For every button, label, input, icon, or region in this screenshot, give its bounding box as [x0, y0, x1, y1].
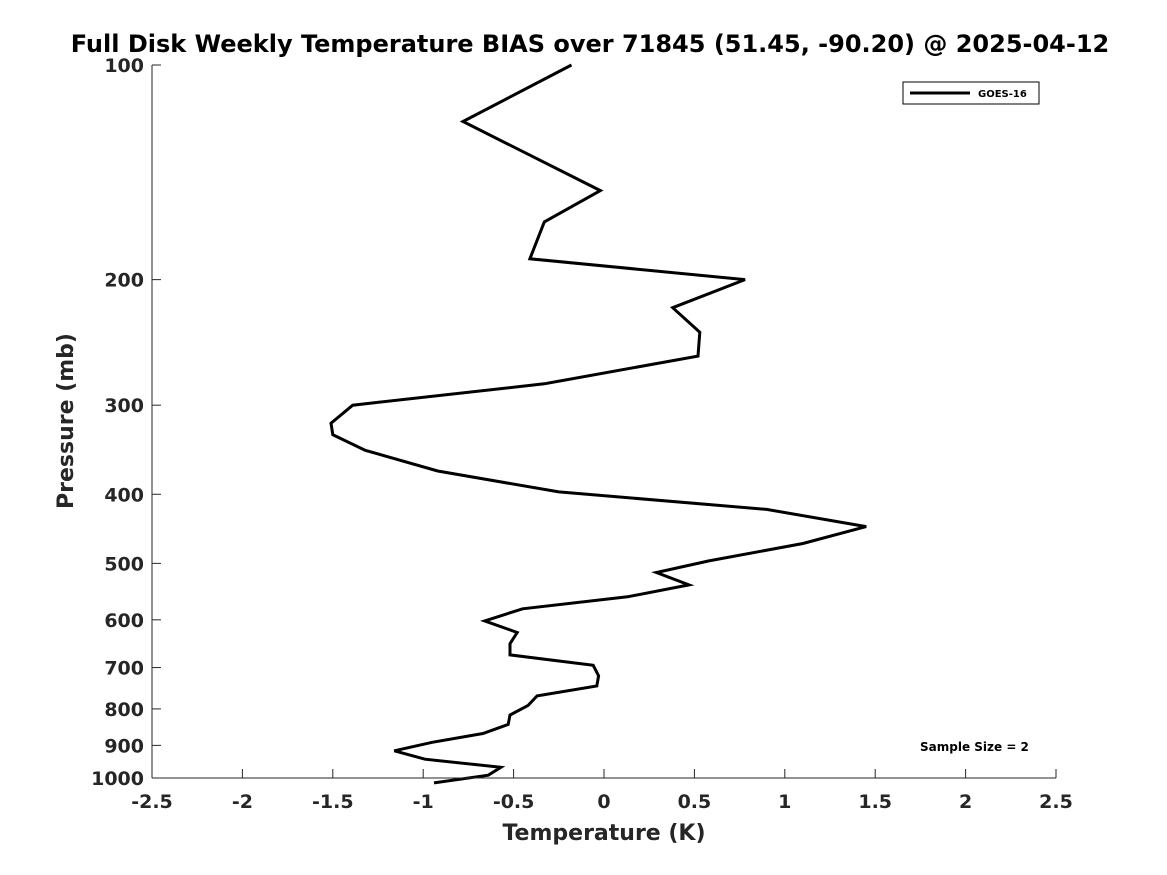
y-tick-label: 400 [104, 484, 144, 506]
series-line-goes-16 [329, 63, 867, 785]
chart-title: Full Disk Weekly Temperature BIAS over 7… [71, 30, 1110, 58]
x-tick-label: -1.5 [312, 791, 354, 813]
y-axis: 100 200 300 400 500 600 700 800 900 1000 [91, 55, 161, 790]
y-tick-label: 500 [104, 553, 144, 575]
x-tick-label: -2 [232, 791, 253, 813]
y-tick-label: 300 [104, 395, 144, 417]
y-tick-label: 100 [104, 55, 144, 77]
y-tick-label: 600 [104, 610, 144, 632]
legend: GOES-16 [902, 81, 1040, 105]
y-axis-label: Pressure (mb) [54, 333, 79, 509]
x-tick-label: 2.5 [1039, 791, 1073, 813]
x-tick-label: -2.5 [131, 791, 173, 813]
legend-label: GOES-16 [978, 89, 1027, 100]
x-tick-label: 1.5 [858, 791, 892, 813]
legend-box [902, 81, 1040, 105]
x-axis-label: Temperature (K) [502, 821, 705, 846]
x-tick-label: -0.5 [493, 791, 535, 813]
x-axis: -2.5 -2 -1.5 -1 -0.5 0 0.5 1 1.5 2 2.5 [131, 769, 1073, 813]
x-tick-label: 0.5 [678, 791, 712, 813]
y-tick-label: 1000 [91, 768, 144, 790]
sample-size-annotation: Sample Size = 2 [920, 740, 1029, 754]
x-tick-label: 0 [597, 791, 610, 813]
x-tick-label: -1 [413, 791, 434, 813]
x-tick-label: 1 [778, 791, 791, 813]
y-tick-label: 800 [104, 699, 144, 721]
y-tick-label: 700 [104, 658, 144, 680]
x-tick-label: 2 [959, 791, 972, 813]
y-tick-label: 200 [104, 270, 144, 292]
y-tick-label: 900 [104, 735, 144, 757]
plot-area [329, 63, 867, 785]
